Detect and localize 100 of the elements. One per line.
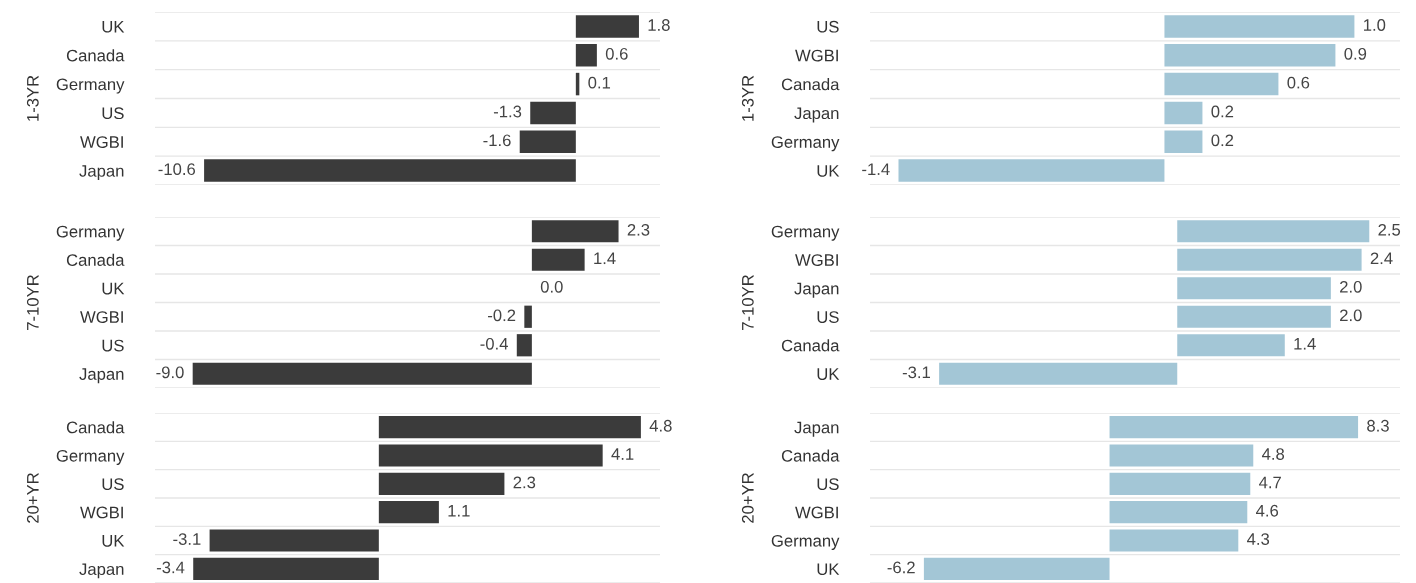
bar [378, 472, 505, 495]
y-axis-title: 1-3YR [741, 75, 754, 121]
bar [1164, 101, 1203, 125]
y-tick-label: Canada [66, 253, 125, 266]
y-tick-label: Japan [794, 421, 839, 437]
bar [204, 159, 576, 182]
y-tick-label: Japan [794, 282, 839, 298]
bar [1177, 248, 1362, 271]
bar [1109, 501, 1248, 524]
bar [209, 529, 379, 552]
data-label: 0.0 [540, 280, 563, 293]
data-label: 4.1 [611, 448, 634, 460]
y-tick-label: US [817, 20, 839, 33]
y-tick-label: Germany [56, 78, 125, 94]
data-label: 2.5 [1378, 223, 1401, 236]
data-label: 2.4 [1370, 252, 1393, 265]
data-label: -6.2 [887, 561, 915, 574]
y-tick-label: WGBI [795, 49, 838, 62]
y-tick-label: Germany [771, 136, 840, 152]
y-tick-label: WGBI [80, 506, 123, 519]
data-label: -1.6 [483, 134, 511, 147]
bar [1109, 416, 1359, 439]
data-label: 4.8 [649, 419, 672, 432]
data-label: 0.2 [1211, 105, 1234, 118]
bar [1177, 277, 1331, 300]
y-tick-label: Japan [79, 165, 124, 181]
y-tick-label: Germany [56, 225, 125, 241]
bar [1177, 305, 1331, 328]
y-tick-label: Canada [66, 49, 125, 62]
data-label: 0.1 [588, 76, 611, 89]
y-axis-title: 7-10YR [26, 275, 39, 330]
y-axis-title: 20+YR [741, 473, 754, 523]
bar [530, 101, 576, 125]
data-label: 1.4 [1294, 338, 1316, 350]
data-label: 2.0 [1340, 280, 1362, 293]
data-label: 4.7 [1259, 476, 1281, 489]
data-label: 4.3 [1247, 533, 1270, 545]
bar [378, 416, 641, 439]
y-tick-label: US [817, 311, 839, 323]
bar [898, 159, 1165, 182]
bar [1177, 220, 1370, 243]
bar [1177, 334, 1285, 357]
data-label: 0.2 [1211, 134, 1234, 147]
y-tick-label: UK [102, 282, 125, 295]
bar [378, 501, 439, 524]
data-label: 1.8 [648, 19, 670, 31]
y-tick-label: Japan [794, 107, 839, 123]
y-axis-title: 20+YR [26, 473, 39, 523]
y-tick-label: UK [102, 20, 125, 33]
y-tick-label: Canada [781, 339, 840, 352]
data-label: 8.3 [1367, 419, 1389, 432]
data-label: 0.6 [1287, 76, 1310, 89]
y-tick-label: UK [817, 368, 840, 380]
data-label: -3.1 [902, 366, 930, 379]
data-label: -3.1 [173, 533, 201, 545]
data-label: 1.1 [448, 505, 470, 517]
y-tick-label: UK [102, 535, 125, 547]
y-tick-label: WGBI [80, 311, 123, 323]
y-tick-label: WGBI [795, 506, 838, 519]
bar [519, 130, 576, 153]
data-label: 2.0 [1340, 309, 1362, 322]
data-label: -10.6 [158, 163, 196, 176]
bar [575, 44, 597, 67]
y-tick-label: Japan [79, 563, 124, 579]
data-label: 4.8 [1261, 448, 1285, 460]
data-label: -1.4 [862, 163, 890, 175]
data-label: 2.3 [627, 223, 650, 236]
y-tick-label: WGBI [795, 254, 838, 266]
y-tick-label: UK [817, 165, 840, 177]
y-tick-label: US [102, 107, 124, 120]
data-label: -1.3 [493, 105, 522, 118]
bar [1109, 529, 1239, 552]
y-tick-label: US [817, 478, 839, 491]
y-tick-label: Canada [781, 78, 840, 91]
y-tick-label: WGBI [80, 136, 123, 148]
data-label: -0.4 [480, 337, 508, 350]
y-tick-label: US [102, 478, 124, 491]
data-label: 1.0 [1364, 19, 1386, 31]
bar [193, 557, 379, 580]
bar [1109, 444, 1254, 467]
y-tick-label: Germany [771, 225, 840, 241]
y-axis-title: 1-3YR [26, 75, 39, 121]
bar [939, 362, 1178, 385]
data-label: 2.3 [513, 476, 536, 489]
data-label: 4.6 [1256, 504, 1279, 517]
bar [923, 557, 1110, 580]
y-tick-label: Germany [56, 449, 125, 465]
data-label: -9.0 [156, 366, 184, 379]
bar [1164, 15, 1355, 38]
bar [1109, 472, 1251, 495]
bar [575, 15, 639, 38]
y-axis-title: 7-10YR [741, 275, 754, 330]
bar [1164, 44, 1336, 67]
bar [1164, 72, 1279, 96]
bar [378, 444, 603, 467]
y-tick-label: US [102, 339, 124, 352]
y-tick-label: Germany [771, 534, 840, 550]
data-label: 1.4 [594, 252, 616, 265]
bar [1164, 130, 1203, 153]
data-label: -0.2 [488, 309, 516, 322]
